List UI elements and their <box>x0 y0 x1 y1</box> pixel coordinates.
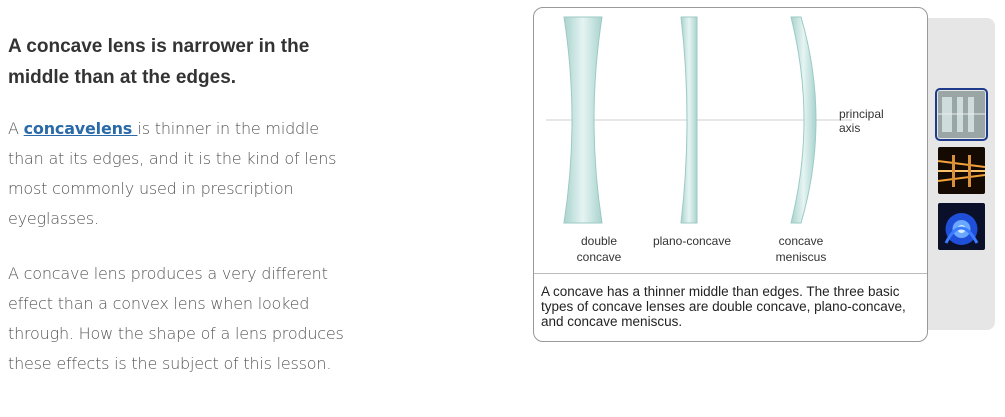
principal-axis-label-line1: principal <box>839 107 884 121</box>
caption-divider <box>534 273 927 274</box>
lenses-thumbnail-image <box>938 91 985 138</box>
effect-paragraph: A concave lens produces a very different… <box>8 264 344 373</box>
plano-concave-label: plano-concave <box>652 234 732 248</box>
light-rays-thumbnail-image <box>938 147 985 194</box>
double-concave-label-line2: concave <box>576 250 622 264</box>
concave-meniscus-lens <box>790 16 817 224</box>
intro-paragraph: A concavelens is thinner in the middle t… <box>8 114 358 234</box>
section-heading: A concave lens is narrower in the middle… <box>8 36 310 88</box>
concave-meniscus-label-line2: meniscus <box>775 250 827 264</box>
double-concave-lens <box>563 16 603 224</box>
figure-caption: A concave has a thinner middle than edge… <box>541 284 906 329</box>
light-rays-thumbnail[interactable] <box>938 147 985 194</box>
concave-lenses-thumbnail[interactable] <box>935 88 988 141</box>
double-concave-label-line1: double <box>580 234 618 248</box>
intro-text-start: A <box>8 119 24 138</box>
intro-text-end: is thinner in the middle than at its edg… <box>8 119 337 228</box>
blue-glow-thumbnail-image <box>938 203 985 250</box>
plano-concave-lens <box>680 16 698 224</box>
concave-lens-link[interactable]: concavelens <box>23 119 138 138</box>
concave-meniscus-label: concave meniscus <box>761 233 841 265</box>
principal-axis-label-line2: axis <box>839 121 861 135</box>
concave-lenses-figure <box>546 16 852 224</box>
concave-meniscus-label-line1: concave <box>778 234 824 248</box>
blue-glow-thumbnail[interactable] <box>938 203 985 250</box>
double-concave-label: double concave <box>564 233 634 265</box>
principal-axis-label: principal axis <box>839 106 884 136</box>
figure-card: principal axis double concave plano-conc… <box>533 7 928 342</box>
